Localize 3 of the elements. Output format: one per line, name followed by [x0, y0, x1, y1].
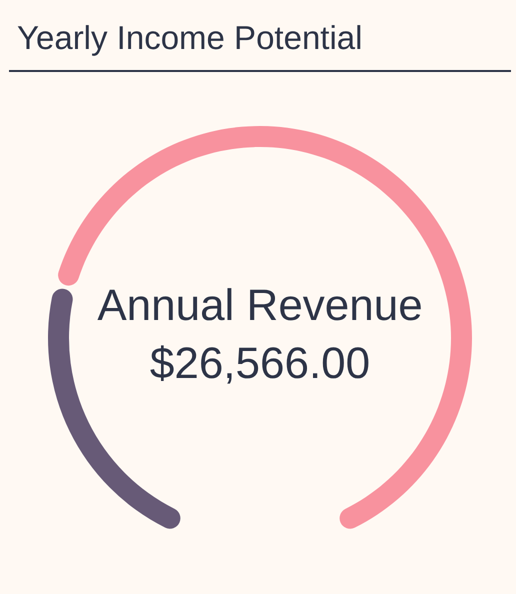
- text: $26,566.00: [150, 339, 370, 388]
- chart-title: Yearly Income Potential: [17, 19, 362, 56]
- text: Annual Revenue: [97, 281, 423, 330]
